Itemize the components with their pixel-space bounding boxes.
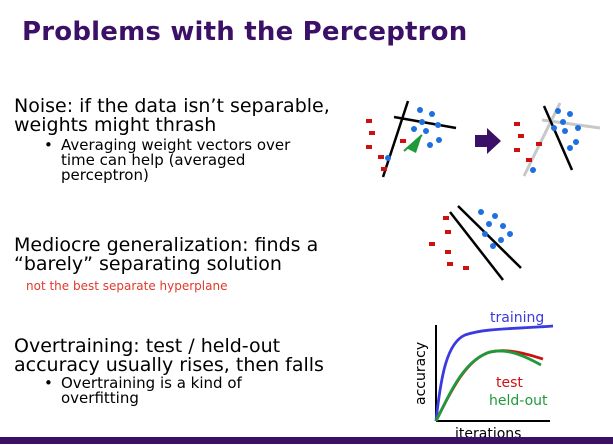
transition-arrow-icon xyxy=(475,128,501,154)
training-curve xyxy=(434,324,554,422)
negative-points xyxy=(429,216,469,270)
overtraining-bullet-line1: Overtraining is a kind of xyxy=(61,374,242,392)
test-curve xyxy=(434,349,544,422)
weight-vector-arrow-stem xyxy=(403,134,423,152)
slide-title: Problems with the Perceptron xyxy=(22,17,468,47)
heldout-label: held-out xyxy=(489,393,548,409)
thrashing-diagram-after xyxy=(514,102,601,177)
overtraining-heading-line1: Overtraining: test / held-out xyxy=(14,335,281,357)
y-axis-label: accuracy xyxy=(413,342,429,405)
decision-boundary-line xyxy=(393,115,457,130)
noise-bullet-line1: Averaging weight vectors over xyxy=(61,136,291,154)
noise-bullet-line2: time can help (averaged xyxy=(61,151,246,169)
decision-boundary-line xyxy=(457,205,522,269)
barely-separating-diagram xyxy=(429,205,522,281)
positive-points xyxy=(530,108,581,173)
overtraining-bullet-line2: overfitting xyxy=(61,389,139,407)
decision-boundary-line xyxy=(542,105,574,171)
decision-boundary-line xyxy=(449,211,504,281)
thrashing-diagram-before xyxy=(366,100,457,178)
heldout-curve xyxy=(434,349,542,422)
bullet-glyph: • xyxy=(44,136,53,154)
mediocre-heading-line2: “barely” separating solution xyxy=(14,253,282,275)
training-label: training xyxy=(490,310,544,326)
positive-points xyxy=(478,209,513,249)
mediocre-note: not the best separate hyperplane xyxy=(26,279,228,293)
test-label: test xyxy=(496,375,523,391)
old-boundary-line xyxy=(522,102,562,177)
negative-points xyxy=(514,122,542,162)
overtraining-plot: accuracy training test held-out iteratio… xyxy=(413,310,554,442)
negative-points xyxy=(366,119,406,171)
noise-heading-line1: Noise: if the data isn’t separable, xyxy=(14,95,330,117)
positive-points xyxy=(385,107,442,161)
overtraining-heading-line2: accuracy usually rises, then falls xyxy=(14,354,324,376)
noise-bullet-line3: perceptron) xyxy=(61,166,149,184)
bottom-bar xyxy=(0,437,613,444)
bullet-glyph: • xyxy=(44,374,53,392)
mediocre-heading-line1: Mediocre generalization: finds a xyxy=(14,234,319,256)
noise-heading-line2: weights might thrash xyxy=(14,114,217,136)
decision-boundary-line xyxy=(381,100,410,178)
